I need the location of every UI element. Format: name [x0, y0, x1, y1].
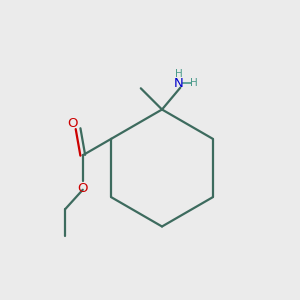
Text: O: O [68, 117, 78, 130]
Text: N: N [174, 77, 184, 90]
Text: H: H [190, 78, 198, 88]
Text: O: O [77, 182, 88, 195]
Text: H: H [175, 69, 183, 79]
